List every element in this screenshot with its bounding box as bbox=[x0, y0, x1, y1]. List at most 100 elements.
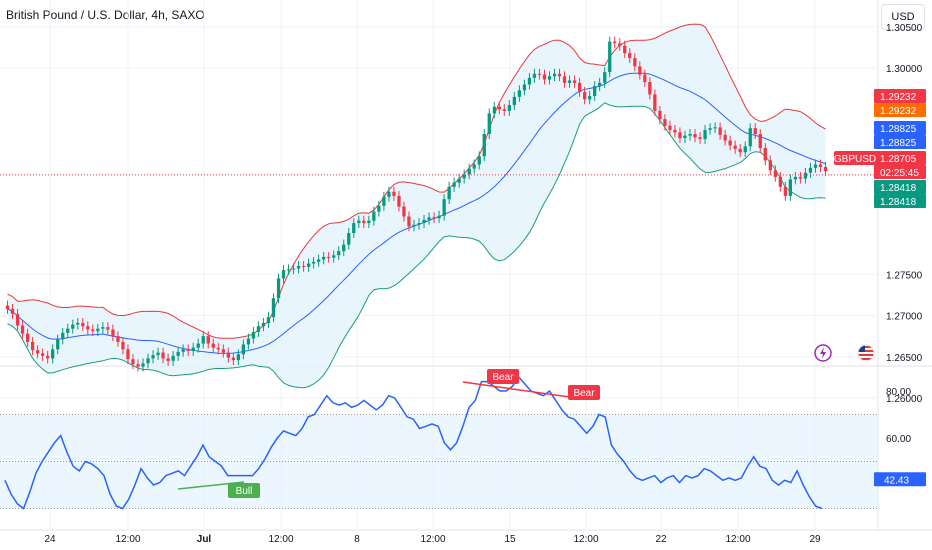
candle-body bbox=[552, 73, 557, 77]
candle-body bbox=[15, 313, 20, 326]
candle-body bbox=[708, 128, 712, 130]
time-tick-label: 12:00 bbox=[115, 534, 140, 545]
candle-body bbox=[462, 174, 466, 179]
candle-body bbox=[512, 96, 516, 106]
price-tick-label: 1.26000 bbox=[886, 394, 923, 405]
candle-body bbox=[718, 127, 722, 135]
candle-body bbox=[71, 324, 75, 329]
candle-body bbox=[382, 196, 386, 206]
bear-label-2-text: Bear bbox=[573, 388, 595, 399]
price-tags: 1.29232 1.29232 1.28825 1.28825 1.28705 02:25… bbox=[834, 89, 926, 487]
candle-body bbox=[598, 82, 602, 87]
candle-body bbox=[307, 263, 311, 267]
time-tick-label: 12:00 bbox=[725, 534, 750, 545]
candle-body bbox=[738, 148, 742, 153]
candle-body bbox=[572, 80, 577, 83]
candle-body bbox=[51, 349, 55, 359]
bull-label: Bull bbox=[228, 483, 260, 498]
middle-band-tag-bg bbox=[874, 121, 926, 135]
candle-body bbox=[236, 354, 240, 361]
candle-body bbox=[357, 220, 361, 224]
candle-body bbox=[798, 176, 803, 179]
candle-body bbox=[312, 261, 316, 264]
candle-body bbox=[121, 341, 125, 350]
candle-body bbox=[101, 327, 105, 329]
middle-band-tag-2-text: 1.28825 bbox=[880, 138, 917, 149]
candle-body bbox=[276, 278, 281, 299]
candle-body bbox=[256, 326, 261, 332]
candle-body bbox=[91, 329, 95, 332]
candle-body bbox=[191, 347, 195, 351]
candle-body bbox=[106, 327, 110, 330]
rsi-value-tag-bg bbox=[874, 472, 926, 487]
candle-body bbox=[327, 256, 331, 258]
candle-body bbox=[788, 179, 792, 196]
currency-button[interactable]: USD bbox=[881, 4, 925, 30]
candle-body bbox=[733, 145, 737, 149]
candle-body bbox=[783, 186, 787, 196]
candle-body bbox=[813, 164, 818, 168]
candle-body bbox=[5, 305, 10, 309]
bear-label-1-text: Bear bbox=[492, 372, 514, 383]
upper-band-tag: 1.29232 bbox=[874, 89, 926, 103]
time-tick-label: 12:00 bbox=[268, 534, 293, 545]
time-tick-label: 22 bbox=[655, 534, 667, 545]
lower-band-tag-text: 1.28418 bbox=[880, 183, 917, 194]
candle-body bbox=[111, 329, 115, 337]
rsi-value-tag-text: 42.43 bbox=[884, 475, 909, 486]
candle-body bbox=[527, 77, 532, 85]
candle-body bbox=[181, 349, 185, 352]
candle-body bbox=[41, 353, 45, 356]
middle-band-line bbox=[7, 72, 826, 354]
candle-body bbox=[412, 224, 416, 227]
candle-body bbox=[562, 76, 567, 83]
middle-band-tag-text: 1.28825 bbox=[880, 124, 917, 135]
rsi-line bbox=[4, 375, 823, 510]
time-tick-label: 12:00 bbox=[573, 534, 598, 545]
candle-body bbox=[241, 344, 245, 355]
candle-body bbox=[728, 140, 732, 146]
candle-body bbox=[653, 94, 657, 111]
price-tick-label: 1.27500 bbox=[886, 270, 923, 281]
countdown-tag-bg bbox=[874, 165, 926, 179]
candle-body bbox=[693, 134, 697, 138]
candle-body bbox=[638, 66, 642, 75]
candle-body bbox=[768, 160, 772, 171]
upper-band-tag-text: 1.29232 bbox=[880, 92, 917, 103]
candle-body bbox=[477, 156, 481, 165]
candle-body bbox=[146, 358, 150, 364]
candle-body bbox=[522, 84, 527, 91]
candlestick-series bbox=[0, 36, 878, 372]
lower-band-tag: 1.28418 bbox=[874, 180, 926, 194]
candle-body bbox=[347, 233, 351, 245]
candle-body bbox=[332, 255, 336, 258]
candle-body bbox=[266, 317, 271, 323]
candle-body bbox=[633, 58, 637, 67]
candle-body bbox=[608, 41, 612, 73]
candle-body bbox=[211, 343, 215, 348]
candle-body bbox=[407, 216, 411, 227]
countdown-tag: 02:25:45 bbox=[874, 165, 926, 179]
us-flag-icon[interactable] bbox=[857, 344, 875, 362]
candle-body bbox=[141, 363, 145, 367]
lower-band-tag-2-text: 1.28418 bbox=[880, 197, 917, 208]
candle-body bbox=[623, 45, 627, 54]
axes: 1.30500 1.30000 1.27500 1.27000 1.26500 1.260… bbox=[44, 23, 922, 545]
last-price-tag-text: 1.28705 bbox=[880, 154, 917, 165]
rsi-tick-label: 60.00 bbox=[886, 434, 911, 445]
lightning-icon[interactable] bbox=[814, 344, 832, 362]
candle-body bbox=[467, 168, 471, 175]
candle-body bbox=[793, 176, 798, 180]
symbol-tag: GBPUSD bbox=[834, 151, 876, 165]
candle-body bbox=[818, 164, 823, 167]
candle-body bbox=[773, 170, 777, 177]
middle-band-tag-2-bg bbox=[874, 135, 926, 149]
candle-body bbox=[186, 349, 190, 351]
bear-label-2-bg bbox=[568, 385, 600, 400]
candle-body bbox=[532, 73, 537, 78]
candle-body bbox=[557, 73, 562, 77]
candle-body bbox=[342, 244, 346, 252]
symbol-tag-bg bbox=[834, 151, 876, 165]
candle-body bbox=[743, 146, 747, 153]
